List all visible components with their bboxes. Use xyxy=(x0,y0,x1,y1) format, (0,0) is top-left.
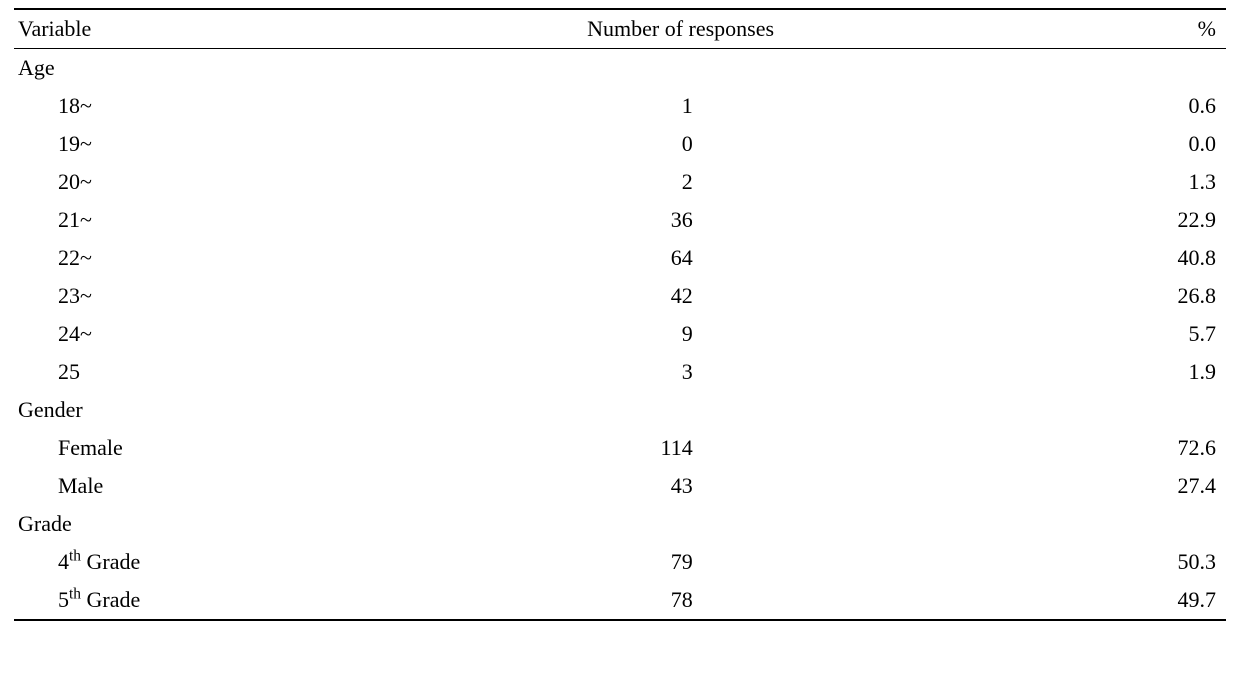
group-label-grade: Grade xyxy=(14,505,1226,543)
cell-label: Female xyxy=(14,429,499,467)
col-header-variable: Variable xyxy=(14,9,499,49)
table-row: 23~ 42 26.8 xyxy=(14,277,1226,315)
cell-percent: 5.7 xyxy=(862,315,1226,353)
demographics-table: Variable Number of responses % Age 18~ 1… xyxy=(14,8,1226,621)
cell-responses: 114 xyxy=(499,429,863,467)
cell-percent: 26.8 xyxy=(862,277,1226,315)
cell-label: 24~ xyxy=(14,315,499,353)
cell-responses: 36 xyxy=(499,201,863,239)
group-label-age: Age xyxy=(14,49,1226,88)
cell-percent: 72.6 xyxy=(862,429,1226,467)
cell-label: 21~ xyxy=(14,201,499,239)
cell-responses: 1 xyxy=(499,87,863,125)
table-row: 22~ 64 40.8 xyxy=(14,239,1226,277)
table-row: Female 114 72.6 xyxy=(14,429,1226,467)
cell-percent: 27.4 xyxy=(862,467,1226,505)
col-header-percent: % xyxy=(862,9,1226,49)
cell-responses: 3 xyxy=(499,353,863,391)
cell-label: 20~ xyxy=(14,163,499,201)
cell-percent: 40.8 xyxy=(862,239,1226,277)
cell-label: 22~ xyxy=(14,239,499,277)
cell-label: 23~ xyxy=(14,277,499,315)
group-row-age: Age xyxy=(14,49,1226,88)
cell-label: Male xyxy=(14,467,499,505)
cell-responses: 42 xyxy=(499,277,863,315)
cell-percent: 1.9 xyxy=(862,353,1226,391)
cell-percent: 49.7 xyxy=(862,581,1226,620)
cell-responses: 0 xyxy=(499,125,863,163)
group-label-gender: Gender xyxy=(14,391,1226,429)
cell-responses: 43 xyxy=(499,467,863,505)
cell-percent: 50.3 xyxy=(862,543,1226,581)
cell-percent: 0.6 xyxy=(862,87,1226,125)
cell-label: 18~ xyxy=(14,87,499,125)
table-row: Male 43 27.4 xyxy=(14,467,1226,505)
table-row: 21~ 36 22.9 xyxy=(14,201,1226,239)
cell-label: 19~ xyxy=(14,125,499,163)
cell-label: 4th Grade xyxy=(14,543,499,581)
cell-percent: 1.3 xyxy=(862,163,1226,201)
cell-percent: 0.0 xyxy=(862,125,1226,163)
group-row-grade: Grade xyxy=(14,505,1226,543)
table-row: 24~ 9 5.7 xyxy=(14,315,1226,353)
cell-label: 25 xyxy=(14,353,499,391)
group-row-gender: Gender xyxy=(14,391,1226,429)
cell-responses: 2 xyxy=(499,163,863,201)
table-row: 25 3 1.9 xyxy=(14,353,1226,391)
cell-responses: 79 xyxy=(499,543,863,581)
table-row: 20~ 2 1.3 xyxy=(14,163,1226,201)
table-row: 4th Grade 79 50.3 xyxy=(14,543,1226,581)
cell-responses: 64 xyxy=(499,239,863,277)
cell-responses: 9 xyxy=(499,315,863,353)
cell-responses: 78 xyxy=(499,581,863,620)
col-header-responses: Number of responses xyxy=(499,9,863,49)
table-row: 19~ 0 0.0 xyxy=(14,125,1226,163)
cell-label: 5th Grade xyxy=(14,581,499,620)
cell-percent: 22.9 xyxy=(862,201,1226,239)
table-header-row: Variable Number of responses % xyxy=(14,9,1226,49)
table-row: 5th Grade 78 49.7 xyxy=(14,581,1226,620)
table-row: 18~ 1 0.6 xyxy=(14,87,1226,125)
